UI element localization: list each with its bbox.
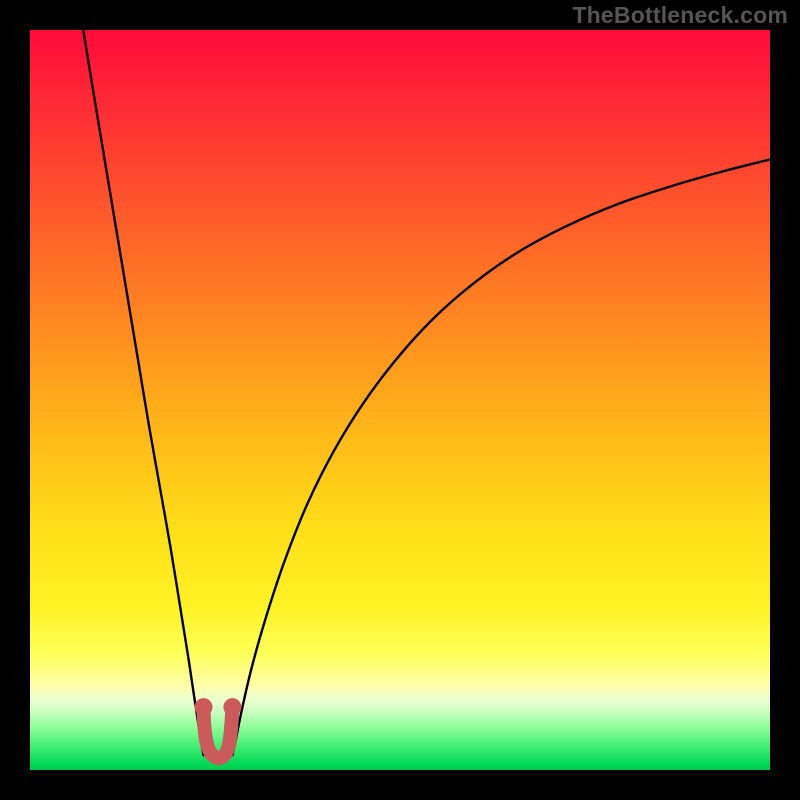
gradient-plot-area <box>30 30 770 770</box>
watermark-text: TheBottleneck.com <box>572 2 788 29</box>
highlight-endpoint-left <box>195 698 213 716</box>
chart-container: TheBottleneck.com <box>0 0 800 800</box>
highlight-endpoint-right <box>223 698 241 716</box>
bottleneck-chart <box>0 0 800 800</box>
